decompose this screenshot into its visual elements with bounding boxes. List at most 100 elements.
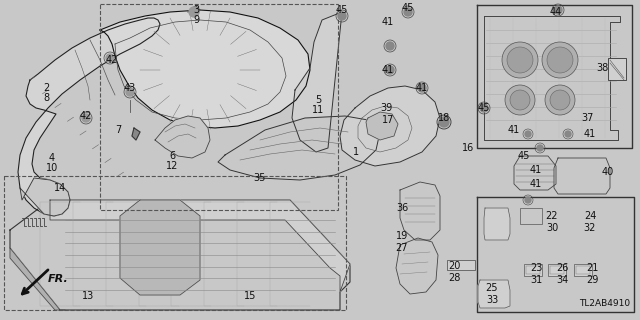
Polygon shape — [366, 112, 398, 140]
Text: 39: 39 — [380, 103, 392, 113]
Circle shape — [550, 90, 570, 110]
Polygon shape — [292, 12, 342, 152]
Circle shape — [510, 90, 530, 110]
Text: 45: 45 — [336, 5, 348, 15]
Circle shape — [505, 85, 535, 115]
Text: 25: 25 — [486, 283, 499, 293]
Circle shape — [554, 6, 562, 14]
Circle shape — [418, 84, 426, 92]
Text: 35: 35 — [254, 173, 266, 183]
Text: 19: 19 — [396, 231, 408, 241]
Text: 45: 45 — [478, 103, 490, 113]
Bar — [550, 266, 564, 274]
Polygon shape — [484, 208, 510, 240]
Bar — [520, 208, 542, 224]
Text: 29: 29 — [586, 275, 598, 285]
Text: 15: 15 — [244, 291, 256, 301]
Polygon shape — [20, 178, 70, 216]
Circle shape — [480, 104, 488, 112]
Polygon shape — [10, 200, 350, 310]
Bar — [4, 176, 346, 310]
Polygon shape — [50, 200, 350, 292]
Text: 16: 16 — [462, 143, 474, 153]
Text: 36: 36 — [396, 203, 408, 213]
Text: 44: 44 — [550, 7, 562, 17]
Polygon shape — [100, 10, 310, 128]
Text: 41: 41 — [508, 125, 520, 135]
Circle shape — [404, 8, 412, 16]
Text: 24: 24 — [584, 211, 596, 221]
Bar — [608, 58, 626, 80]
Text: 13: 13 — [82, 291, 94, 301]
Polygon shape — [18, 18, 160, 216]
Circle shape — [565, 131, 571, 137]
Circle shape — [525, 197, 531, 203]
Text: 42: 42 — [106, 55, 118, 65]
Text: 30: 30 — [546, 223, 558, 233]
Circle shape — [189, 7, 199, 17]
Circle shape — [82, 114, 90, 122]
Text: 31: 31 — [530, 275, 542, 285]
Text: 27: 27 — [396, 243, 408, 253]
Circle shape — [507, 47, 533, 73]
Bar — [576, 266, 590, 274]
Text: 28: 28 — [448, 273, 460, 283]
Text: 23: 23 — [530, 263, 542, 273]
Polygon shape — [478, 280, 510, 308]
Bar — [574, 264, 592, 276]
Text: 1: 1 — [353, 147, 359, 157]
Text: 11: 11 — [312, 105, 324, 115]
Polygon shape — [10, 248, 65, 310]
Bar — [548, 264, 566, 276]
Circle shape — [386, 42, 394, 50]
Text: 33: 33 — [486, 295, 498, 305]
Text: 41: 41 — [584, 129, 596, 139]
Text: 26: 26 — [556, 263, 568, 273]
Circle shape — [502, 42, 538, 78]
Text: 41: 41 — [530, 179, 542, 189]
Text: 41: 41 — [530, 165, 542, 175]
Circle shape — [537, 145, 543, 151]
Text: 9: 9 — [193, 15, 199, 25]
Text: 45: 45 — [402, 3, 414, 13]
Text: 41: 41 — [416, 83, 428, 93]
Text: 45: 45 — [518, 151, 530, 161]
Circle shape — [338, 12, 346, 20]
Circle shape — [126, 88, 134, 96]
Text: FR.: FR. — [48, 274, 68, 284]
Text: 21: 21 — [586, 263, 598, 273]
Text: 17: 17 — [382, 115, 394, 125]
Text: 2: 2 — [43, 83, 49, 93]
Text: TL2AB4910: TL2AB4910 — [579, 299, 630, 308]
Polygon shape — [554, 158, 610, 194]
Text: 18: 18 — [438, 113, 450, 123]
Bar — [526, 266, 540, 274]
Text: 32: 32 — [584, 223, 596, 233]
Polygon shape — [218, 116, 380, 180]
Text: 12: 12 — [166, 161, 178, 171]
Text: 22: 22 — [546, 211, 558, 221]
Text: 37: 37 — [582, 113, 594, 123]
Text: 14: 14 — [54, 183, 66, 193]
Bar — [447, 260, 475, 270]
Polygon shape — [396, 238, 438, 294]
Text: 5: 5 — [315, 95, 321, 105]
Text: 4: 4 — [49, 153, 55, 163]
Polygon shape — [340, 86, 440, 166]
Circle shape — [542, 42, 578, 78]
Text: 10: 10 — [46, 163, 58, 173]
Circle shape — [525, 131, 531, 137]
Text: 8: 8 — [43, 93, 49, 103]
Text: 6: 6 — [169, 151, 175, 161]
Polygon shape — [484, 16, 620, 140]
Polygon shape — [400, 182, 440, 240]
Bar — [100, 4, 338, 210]
Text: 41: 41 — [382, 17, 394, 27]
Text: 43: 43 — [124, 83, 136, 93]
Text: 20: 20 — [448, 261, 460, 271]
Circle shape — [439, 117, 449, 127]
Polygon shape — [132, 128, 140, 140]
Text: 42: 42 — [80, 111, 92, 121]
Polygon shape — [514, 156, 556, 190]
Text: 3: 3 — [193, 5, 199, 15]
